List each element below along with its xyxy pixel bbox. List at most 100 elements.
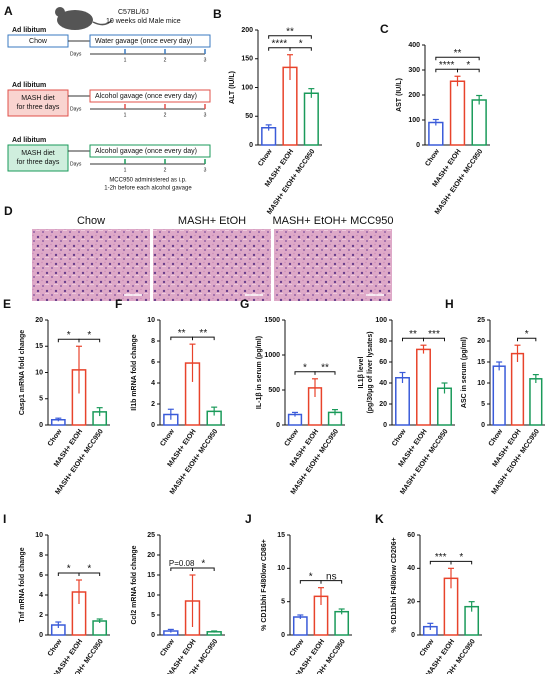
x-tick-label: Chow [391, 428, 408, 448]
micrograph [153, 229, 271, 301]
significance-label: ** [321, 362, 329, 373]
feed: Ad libitum [12, 27, 46, 34]
y-tick-label: 15 [277, 532, 285, 539]
y-tick-label: 20 [407, 599, 415, 606]
significance-bracket [314, 371, 336, 375]
x-tick-label: Chow [47, 428, 64, 448]
y-tick-label: 2 [151, 401, 155, 408]
y-tick-label: 6 [151, 359, 155, 366]
y-tick-label: 1500 [264, 317, 280, 324]
bar [303, 92, 319, 146]
y-tick-label: 0 [276, 422, 280, 429]
significance-label: **** [439, 60, 455, 71]
y-axis-label: IL1β level [358, 356, 365, 388]
x-tick-label: Chow [283, 428, 300, 448]
significance-bracket [78, 572, 101, 576]
significance-bracket [192, 567, 215, 571]
diet: Chow [29, 38, 48, 45]
y-tick-label: 0 [39, 422, 43, 429]
significance-bracket [450, 560, 473, 565]
day: 1 [124, 112, 127, 118]
bar [437, 387, 452, 426]
y-tick-label: 15 [477, 359, 485, 366]
diet: for three days [17, 159, 60, 166]
image-label: MASH+ EtOH+ MCC950 [272, 215, 393, 227]
note: 1-2h before each alcohol gavage [104, 186, 192, 192]
y-tick-label: 10 [477, 380, 485, 387]
significance-label: * [309, 571, 313, 582]
diet: MASH diet [21, 95, 55, 102]
significance-label: * [466, 60, 470, 71]
bar [471, 99, 487, 146]
y-tick-label: 0 [249, 142, 253, 149]
x-tick-label: Chow [159, 428, 176, 448]
significance-label: ** [199, 328, 207, 339]
y-tick-label: 50 [245, 113, 253, 120]
y-tick-label: 150 [241, 56, 253, 63]
y-tick-label: 80 [379, 338, 387, 345]
gavage-box [89, 144, 211, 158]
y-tick-label: 500 [268, 387, 280, 394]
bar [395, 377, 410, 426]
y-axis-label: ASC in serum (pg/ml) [461, 337, 468, 408]
y-tick-label: 0 [416, 142, 420, 149]
significance-label: * [459, 552, 463, 563]
significance-bracket [423, 337, 445, 342]
diet-box [7, 144, 69, 172]
significance-label: *** [428, 329, 440, 340]
y-tick-label: 15 [147, 572, 155, 579]
note: MCC950 administered as i.p. [109, 178, 187, 184]
y-tick-label: 10 [147, 592, 155, 599]
significance-label: ** [178, 328, 186, 339]
significance-label: * [201, 559, 205, 570]
y-tick-label: 40 [407, 565, 415, 572]
significance-label: ** [454, 48, 462, 59]
significance-label: *** [435, 552, 447, 563]
y-tick-label: 6 [39, 572, 43, 579]
days-label: Days [70, 51, 82, 57]
significance-label: P=0.08 [169, 559, 195, 568]
y-axis-label: % CD11bhi F4/80low CD86+ [261, 539, 268, 631]
bar [92, 620, 108, 636]
y-tick-label: 1000 [264, 352, 280, 359]
x-tick-label: Chow [488, 428, 505, 448]
bar [334, 610, 350, 636]
significance-bracket [517, 337, 537, 342]
x-tick-label: Chow [159, 638, 176, 658]
x-tick-label: Chow [47, 638, 64, 658]
x-tick-label: Chow [289, 638, 306, 658]
y-tick-label: 20 [147, 552, 155, 559]
y-axis-label: Casp1 mRNA fold change [19, 330, 26, 415]
panel-letter: D [4, 204, 13, 218]
y-axis-label: AST (IU/L) [396, 78, 403, 112]
bar [529, 378, 543, 426]
panel-letter: A [4, 4, 13, 18]
y-tick-label: 60 [379, 359, 387, 366]
significance-label: **** [272, 38, 288, 49]
image-label: MASH+ EtOH [178, 215, 246, 227]
y-tick-label: 20 [379, 401, 387, 408]
panel-letter: J [245, 512, 252, 526]
significance-bracket [457, 68, 480, 73]
significance-bracket [170, 567, 193, 571]
day: 1 [124, 57, 127, 63]
y-tick-label: 5 [151, 612, 155, 619]
y-axis-label: (pg/30μg of liver lysates) [367, 331, 374, 413]
day: 2 [164, 57, 167, 63]
gavage-box [89, 34, 211, 48]
y-axis-label: Tnf mRNA fold change [19, 547, 26, 622]
significance-bracket [289, 47, 312, 51]
y-tick-label: 100 [241, 84, 253, 91]
y-tick-label: 4 [39, 592, 43, 599]
y-tick-label: 8 [39, 552, 43, 559]
y-tick-label: 0 [151, 422, 155, 429]
image-label: Chow [77, 215, 105, 227]
y-tick-label: 10 [277, 565, 285, 572]
bar [449, 80, 466, 146]
strain: C57BL/6J [118, 9, 149, 16]
significance-bracket [435, 56, 480, 61]
panel-letter: C [380, 22, 389, 36]
significance-label: * [525, 329, 529, 340]
y-tick-label: 100 [375, 317, 387, 324]
